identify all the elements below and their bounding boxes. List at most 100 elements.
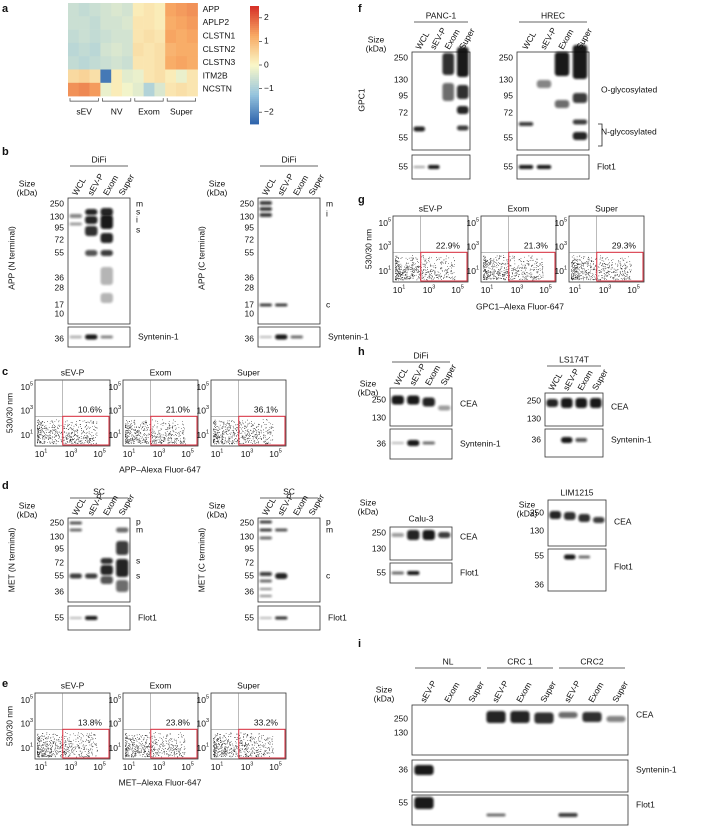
panel-letter: e [2,678,8,690]
size-marker: 55 [377,567,387,577]
band [572,132,588,140]
size-marker: 130 [240,211,254,221]
tick-base: 10 [123,449,133,459]
tick-base: 10 [539,285,549,295]
size-marker: 250 [530,507,544,517]
tick-base: 10 [466,218,476,228]
tick-base: 10 [20,430,30,440]
heatmap-cell [154,16,166,30]
heatmap-cell [165,56,177,70]
protein-label: Syntenin-1 [636,764,677,774]
plot-frame [34,379,111,447]
plot-title: Super [237,680,260,690]
heatmap-cell [176,29,188,44]
band [558,712,578,718]
heatmap-cell [111,69,123,84]
size-marker: 95 [55,222,65,232]
plot-frame [568,215,645,283]
band [554,100,570,108]
event-cloud [37,419,98,445]
lane-label: WCL [413,30,431,52]
size-marker: 10 [55,308,65,318]
tick-label: 105 [269,449,282,459]
row-label: CLSTN3 [203,57,236,67]
gate-percentage: 36.1% [254,405,279,415]
heatmap-cell [143,3,155,17]
band-label: s [136,570,140,580]
size-marker: 130 [530,525,544,535]
lane-label: WCL [70,176,88,198]
tick-base: 10 [569,285,579,295]
tick-label: 103 [153,762,166,772]
band [536,80,552,88]
colorbar-tick-label: 1 [264,36,269,46]
colorbar-segment [250,88,259,91]
heatmap-cell [89,16,101,30]
tick-base: 10 [153,449,163,459]
band [69,335,82,339]
group-label: NV [111,106,123,116]
tick-label: 103 [511,285,524,295]
tick-exponent: 3 [162,762,165,768]
colorbar-segment [250,31,259,34]
row-label: NCSTN [203,84,232,94]
heatmap-cell [176,16,188,30]
plot-title: sEV-P [61,367,85,377]
band [259,336,272,338]
heatmap-cell [154,29,166,44]
protein-label: Syntenin-1 [328,331,369,341]
band [456,47,469,77]
band-label: s [136,206,140,216]
size-marker: 55 [504,132,514,142]
colorbar-segment [250,96,259,99]
band [69,222,82,226]
blot-title: Calu-3 [408,513,433,523]
size-label: Size [360,378,377,388]
tick-base: 10 [241,762,251,772]
size-marker: 250 [527,395,541,405]
gate [508,251,556,282]
blot-title: LIM1215 [560,487,593,497]
heatmap-cell [143,82,155,97]
size-marker: 250 [50,517,64,527]
tick-label: 101 [196,430,209,440]
size-label: Size [519,499,536,509]
tick-label: 105 [539,285,552,295]
colorbar-segment [250,25,259,29]
tick-label: 103 [153,449,166,459]
band [422,530,435,540]
band [518,165,534,169]
tick-exponent: 1 [132,762,135,768]
gate [238,728,286,759]
gate [62,728,110,759]
lane-label: sEV-P [562,678,583,704]
group-title: CRC 1 [507,656,533,666]
gate-percentage: 23.8% [166,718,191,728]
tick-label: 105 [20,382,33,392]
tick-base: 10 [511,285,521,295]
size-marker: 10 [245,308,255,318]
band [414,797,434,809]
band [259,617,272,619]
band [438,405,451,411]
tick-label: 103 [65,449,78,459]
tick-exponent: 1 [402,285,405,291]
heatmap-cell [78,82,90,97]
lane-label: sEV-P [538,25,559,51]
band-label: i [326,208,328,218]
band [259,207,272,211]
colorbar-segment [250,37,259,40]
event-cloud [125,419,186,445]
blot-frame [257,197,321,325]
size-marker: 36 [55,272,65,282]
band [116,559,129,577]
plot-title: sEV-P [419,203,443,213]
plot-title: Super [237,367,260,377]
heatmap-cell [186,42,198,57]
band [575,438,588,442]
band [259,213,272,217]
size-label: Size [360,497,377,507]
tick-label: 101 [20,430,33,440]
band [69,528,82,532]
